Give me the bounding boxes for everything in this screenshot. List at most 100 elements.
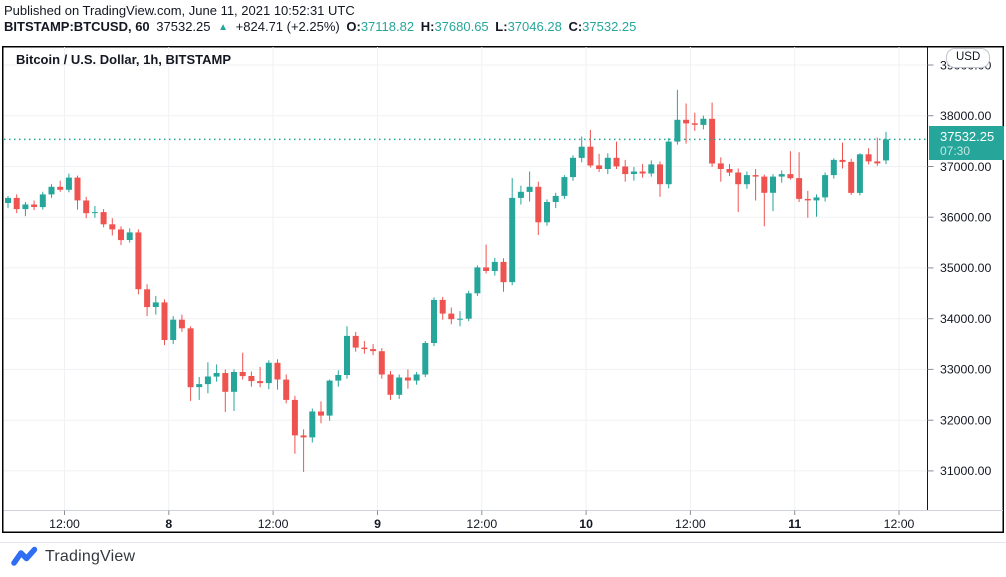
candle-body (126, 232, 133, 240)
high-label: H: (420, 19, 435, 34)
time-axis[interactable]: 12:00 8 12:00 9 12:00 10 12:00 11 12:00 (49, 510, 915, 532)
candle-body (5, 197, 11, 203)
candle-body (709, 118, 716, 164)
candle-body (674, 119, 681, 142)
candle-body (161, 302, 168, 340)
candle-body (622, 166, 629, 175)
candle-body (135, 232, 142, 290)
candle-body (57, 186, 64, 190)
candle-body (291, 399, 298, 436)
candle-body (265, 362, 272, 384)
candle-body (544, 202, 550, 223)
tradingview-logo-icon (10, 546, 38, 567)
price-axis-label: 33000.00 (940, 363, 991, 377)
price-change: +824.71 (+2.25%) (235, 19, 340, 34)
candle-body (65, 177, 72, 190)
candle-body (404, 377, 411, 381)
candle-body (222, 373, 229, 392)
open-label: O: (346, 19, 361, 34)
candle-body (152, 302, 159, 307)
candle-body (535, 186, 542, 223)
candle-body (561, 177, 568, 196)
candle-body (370, 349, 377, 352)
candle-body (361, 347, 368, 350)
symbol-info-line: BITSTAMP:BTCUSD, 60 37532.25 ▲ +824.71 (… (4, 19, 639, 36)
candle-body (856, 154, 863, 193)
candle-body (413, 374, 420, 381)
candle-body (74, 177, 81, 201)
low-label: L: (495, 19, 508, 34)
price-axis[interactable]: 39000.0038000.0037000.0036000.0035000.00… (927, 58, 992, 478)
low-value: 37046.28 (507, 19, 562, 34)
candle-body (848, 161, 855, 193)
candle-body (344, 335, 350, 375)
candle-body (491, 261, 498, 271)
candle-body (457, 318, 463, 320)
candle-body (239, 372, 246, 377)
candle-body (770, 176, 776, 193)
candle-body (39, 194, 46, 208)
current-price-label: 37532.25 07:30 (929, 126, 1004, 160)
chart-frame (2, 46, 1004, 533)
candle-body (830, 159, 837, 176)
candle-body (813, 197, 820, 201)
candle-body (231, 372, 237, 392)
candle-body (665, 141, 672, 185)
high-value: 37680.65 (434, 19, 489, 34)
candle-body (874, 161, 881, 164)
candle-body (691, 123, 698, 125)
candles (5, 89, 889, 472)
time-axis-label: 12:00 (49, 517, 80, 531)
candle-body (717, 163, 724, 169)
candle-body (422, 343, 429, 375)
published-line: Published on TradingView.com, June 11, 2… (4, 3, 355, 18)
close-value: 37532.25 (582, 19, 637, 34)
candle-body (804, 198, 811, 201)
price-axis-label: 34000.00 (940, 312, 991, 326)
candle-body (474, 267, 481, 294)
candle-body (500, 261, 507, 283)
candle-body (109, 224, 116, 230)
candle-body (300, 435, 307, 438)
candle-body (83, 200, 90, 214)
grid-lines (3, 47, 928, 511)
candle-body (91, 212, 98, 214)
candle-body (283, 379, 290, 400)
price-axis-label: 38000.00 (940, 109, 991, 123)
currency-usd-button[interactable]: USD (946, 48, 991, 68)
time-axis-label: 12:00 (675, 517, 706, 531)
candle-body (31, 204, 38, 207)
candle-body (822, 175, 829, 198)
open-value: 37118.82 (360, 19, 415, 34)
candle-body (326, 380, 333, 416)
candle-body (204, 376, 211, 385)
candle-body (526, 186, 533, 192)
time-axis-label: 12:00 (258, 517, 289, 531)
candle-body (839, 159, 846, 162)
candle-body (396, 377, 403, 395)
time-axis-label: 10 (579, 517, 593, 531)
candle-body (509, 197, 516, 283)
candle-body (431, 299, 437, 343)
candle-body (657, 164, 663, 185)
chart-title: Bitcoin / U.S. Dollar, 1h, BITSTAMP (16, 52, 232, 67)
candle-body (630, 171, 637, 174)
price-axis-label: 37000.00 (940, 160, 991, 174)
candle-body (196, 384, 203, 388)
candle-body (387, 374, 394, 395)
candle-body (257, 381, 264, 384)
candle-body (13, 197, 20, 210)
candle-body (335, 375, 342, 381)
candle-body (787, 174, 794, 179)
time-axis-label: 12:00 (884, 517, 915, 531)
candle-body (552, 195, 559, 202)
time-axis-label: 12:00 (466, 517, 497, 531)
candle-body (761, 176, 768, 193)
price-axis-label: 32000.00 (940, 414, 991, 428)
candle-body (517, 191, 524, 198)
time-axis-label: 11 (788, 517, 801, 531)
candle-body (100, 212, 107, 225)
tradingview-attribution[interactable]: TradingView (10, 546, 135, 567)
